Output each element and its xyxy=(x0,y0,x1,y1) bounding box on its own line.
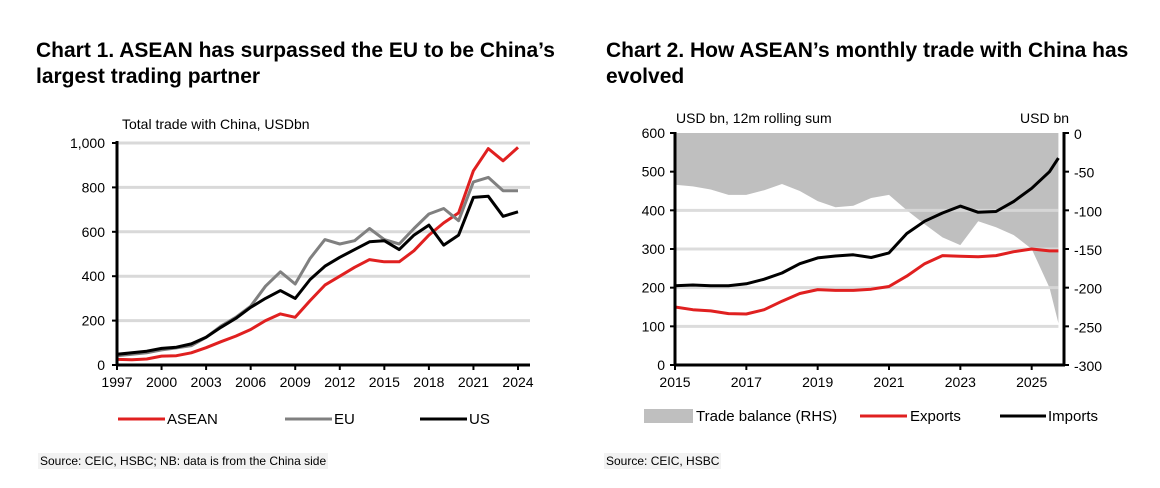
chart1-subtitle: Total trade with China, USDbn xyxy=(122,116,310,132)
chart1-xtick-label: 2024 xyxy=(502,374,533,390)
chart1-legend-label-us: US xyxy=(469,411,490,428)
chart1-xtick-label: 2012 xyxy=(324,374,355,390)
chart1-xtick-label: 1997 xyxy=(101,374,132,390)
chart1-xtick-label: 2018 xyxy=(413,374,444,390)
chart1-xtick-label: 2000 xyxy=(146,374,177,390)
chart1-ytick-label: 0 xyxy=(97,357,105,373)
chart1-xtick-label: 2021 xyxy=(458,374,489,390)
chart1-ytick-label: 600 xyxy=(82,224,106,240)
chart1-series-eu xyxy=(116,175,518,358)
chart1-ytick-label: 400 xyxy=(82,268,106,284)
chart1-legend-label-asean: ASEAN xyxy=(167,411,218,428)
chart1-ytick-label: 200 xyxy=(82,313,106,329)
chart1-series-asean xyxy=(116,146,520,362)
chart1-legend-label-eu: EU xyxy=(334,411,355,428)
chart1-ytick-label: 800 xyxy=(82,179,106,195)
chart1-xtick-label: 2009 xyxy=(280,374,311,390)
chart1-xtick-label: 2015 xyxy=(369,374,400,390)
chart1-xtick-label: 2006 xyxy=(235,374,266,390)
chart1-xtick-label: 2003 xyxy=(191,374,222,390)
chart1-ytick-label: 1,000 xyxy=(70,135,105,151)
chart2-title: Chart 2. How ASEAN’s monthly trade with … xyxy=(606,39,1129,88)
chart1-title: Chart 1. ASEAN has surpassed the EU to b… xyxy=(36,39,555,88)
chart1-source: Source: CEIC, HSBC; NB: data is from the… xyxy=(38,453,329,469)
chart2-source: Source: CEIC, HSBC xyxy=(604,453,722,469)
chart1-series-us xyxy=(116,194,519,356)
